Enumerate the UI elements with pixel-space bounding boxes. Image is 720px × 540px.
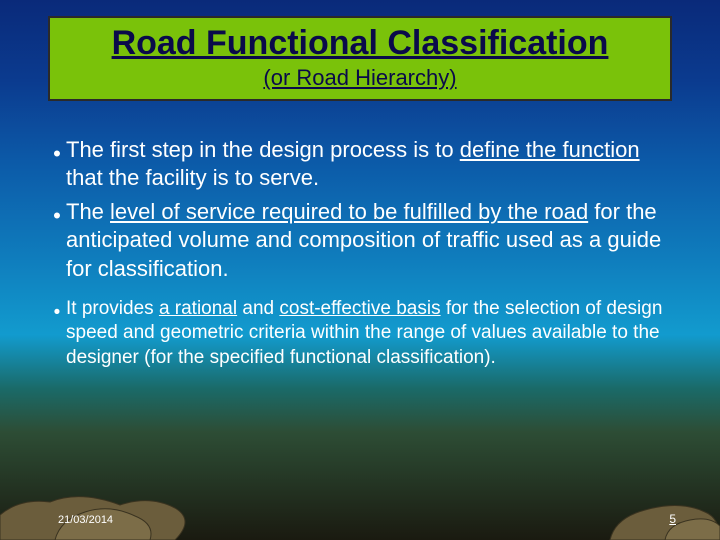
- text-underline: define the function: [460, 137, 640, 162]
- bullet-item: • The first step in the design process i…: [48, 136, 672, 192]
- bullet-marker: •: [48, 297, 66, 326]
- bullet-group-2: • It provides a rational and cost-effect…: [48, 297, 672, 371]
- title-box: Road Functional Classification (or Road …: [48, 16, 672, 101]
- text-underline: a rational: [159, 298, 237, 319]
- bullet-list: • The first step in the design process i…: [48, 136, 672, 371]
- title-sub: (or Road Hierarchy): [62, 65, 658, 91]
- bullet-marker: •: [48, 136, 66, 168]
- text-underline: cost-effective basis: [279, 298, 440, 319]
- text-span: that the facility is to serve.: [66, 165, 319, 190]
- text-underline: level of service required to be fulfille…: [110, 199, 588, 224]
- text-span: The: [66, 199, 110, 224]
- text-span: It provides: [66, 298, 159, 319]
- bullet-group-1: • The first step in the design process i…: [48, 136, 672, 283]
- rocks-graphic: [0, 450, 720, 540]
- bullet-item: • It provides a rational and cost-effect…: [48, 297, 672, 371]
- text-span: and: [237, 298, 279, 319]
- footer-page-number: 5: [669, 512, 676, 526]
- bullet-text: The first step in the design process is …: [66, 136, 672, 192]
- text-span: The first step in the design process is …: [66, 137, 460, 162]
- bullet-marker: •: [48, 198, 66, 230]
- bullet-text: The level of service required to be fulf…: [66, 198, 672, 282]
- bullet-text: It provides a rational and cost-effectiv…: [66, 297, 672, 371]
- slide: Road Functional Classification (or Road …: [0, 0, 720, 540]
- title-main: Road Functional Classification: [62, 24, 658, 63]
- bullet-item: • The level of service required to be fu…: [48, 198, 672, 282]
- footer-date: 21/03/2014: [58, 514, 113, 526]
